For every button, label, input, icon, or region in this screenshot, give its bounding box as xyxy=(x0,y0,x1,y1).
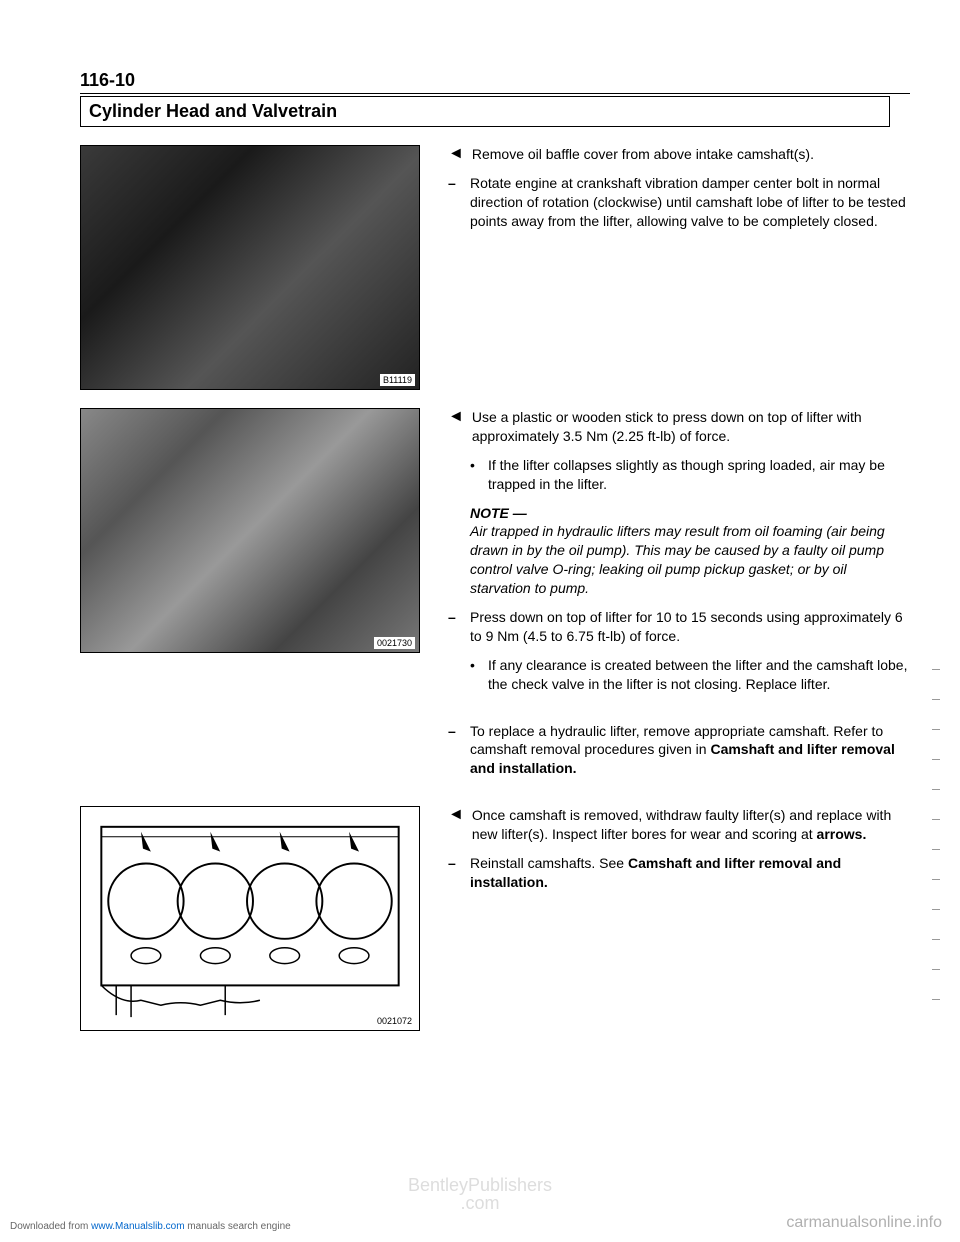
instruction-arrow: ◄ Once camshaft is removed, withdraw fau… xyxy=(448,806,910,844)
instruction-text: If the lifter collapses slightly as thou… xyxy=(488,456,910,494)
bullet-icon: • xyxy=(470,456,480,494)
instruction-text: Once camshaft is removed, withdraw fault… xyxy=(472,806,910,844)
footer-download-source: Downloaded from www.Manualslib.com manua… xyxy=(10,1221,291,1232)
arrow-icon: ◄ xyxy=(448,408,464,446)
instruction-arrow: ◄ Remove oil baffle cover from above int… xyxy=(448,145,910,164)
text-column: ◄ Use a plastic or wooden stick to press… xyxy=(448,408,910,704)
instruction-dash: – Press down on top of lifter for 10 to … xyxy=(448,608,910,646)
figure-photo-1: B11119 xyxy=(80,145,420,390)
instruction-text: Use a plastic or wooden stick to press d… xyxy=(472,408,910,446)
figure-diagram-3: 0021072 xyxy=(80,806,420,1031)
instruction-bullet: • If any clearance is created between th… xyxy=(470,656,910,694)
cylinder-diagram-svg xyxy=(81,807,419,1030)
figure-label: 0021730 xyxy=(374,637,415,649)
dash-icon: – xyxy=(448,608,462,646)
instruction-text: To replace a hydraulic lifter, remove ap… xyxy=(470,722,910,779)
note-heading: NOTE — xyxy=(470,504,910,523)
footer-site-watermark: carmanualsonline.info xyxy=(786,1214,942,1232)
section-title: Cylinder Head and Valvetrain xyxy=(80,96,890,127)
dash-icon: – xyxy=(448,174,462,231)
figure-photo-2: 0021730 xyxy=(80,408,420,653)
binder-ticks xyxy=(932,640,940,1200)
manual-page: 116-10 Cylinder Head and Valvetrain B111… xyxy=(0,0,960,1242)
text-column: ◄ Remove oil baffle cover from above int… xyxy=(448,145,910,241)
arrow-icon: ◄ xyxy=(448,806,464,844)
page-number: 116-10 xyxy=(80,70,910,91)
note-block: NOTE — Air trapped in hydraulic lifters … xyxy=(470,504,910,598)
instruction-dash: – To replace a hydraulic lifter, remove … xyxy=(448,722,910,779)
dash-icon: – xyxy=(448,854,462,892)
instruction-bullet: • If the lifter collapses slightly as th… xyxy=(470,456,910,494)
instruction-arrow: ◄ Use a plastic or wooden stick to press… xyxy=(448,408,910,446)
bullet-icon: • xyxy=(470,656,480,694)
arrow-icon: ◄ xyxy=(448,145,464,164)
source-link[interactable]: www.Manualslib.com xyxy=(91,1221,184,1232)
text-column: ◄ Once camshaft is removed, withdraw fau… xyxy=(448,806,910,902)
content-row: B11119 ◄ Remove oil baffle cover from ab… xyxy=(80,145,910,390)
standalone-instruction: – To replace a hydraulic lifter, remove … xyxy=(448,722,910,789)
instruction-dash: – Rotate engine at crankshaft vibration … xyxy=(448,174,910,231)
figure-label: B11119 xyxy=(380,374,415,386)
instruction-text: Press down on top of lifter for 10 to 15… xyxy=(470,608,910,646)
divider xyxy=(80,93,910,94)
content-area: B11119 ◄ Remove oil baffle cover from ab… xyxy=(80,145,910,1031)
instruction-text: Rotate engine at crankshaft vibration da… xyxy=(470,174,910,231)
content-row: 0021072 ◄ Once camshaft is removed, with… xyxy=(80,806,910,1031)
figure-label: 0021072 xyxy=(374,1015,415,1027)
instruction-text: Remove oil baffle cover from above intak… xyxy=(472,145,814,164)
instruction-dash: – Reinstall camshafts. See Camshaft and … xyxy=(448,854,910,892)
content-row: 0021730 ◄ Use a plastic or wooden stick … xyxy=(80,408,910,704)
footer-watermark: BentleyPublishers .com xyxy=(408,1176,552,1212)
instruction-text: If any clearance is created between the … xyxy=(488,656,910,694)
instruction-text: Reinstall camshafts. See Camshaft and li… xyxy=(470,854,910,892)
dash-icon: – xyxy=(448,722,462,779)
note-body: Air trapped in hydraulic lifters may res… xyxy=(470,522,910,598)
